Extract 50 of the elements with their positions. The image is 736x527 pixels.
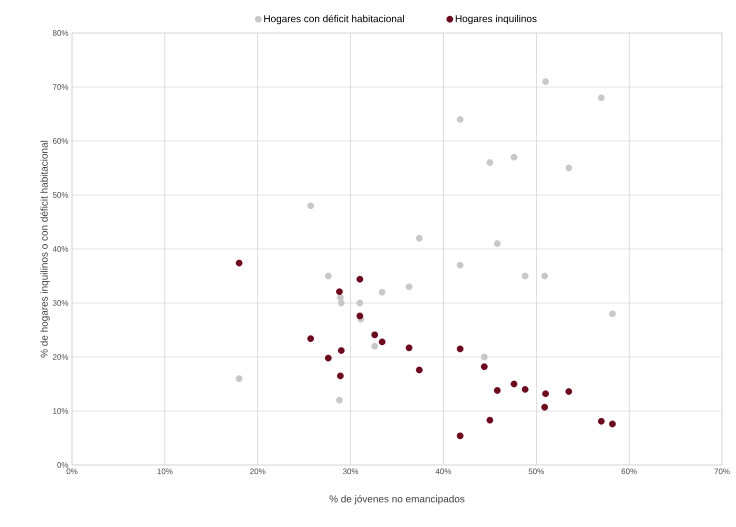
point	[598, 94, 605, 102]
point	[356, 276, 364, 283]
point	[494, 240, 501, 247]
point	[522, 386, 529, 393]
legend-label: Hogares con déficit habitacional	[264, 14, 404, 24]
point	[338, 300, 345, 306]
point	[356, 312, 364, 320]
point	[356, 300, 364, 306]
point	[542, 390, 549, 398]
point	[338, 347, 345, 354]
point	[609, 420, 616, 428]
y-axis-title: % de hogares inquilinos o con déficit habitacional	[40, 140, 50, 358]
point	[609, 310, 616, 318]
point	[456, 346, 464, 352]
point	[371, 331, 378, 338]
point	[510, 380, 518, 388]
point	[541, 404, 548, 411]
point	[336, 396, 343, 404]
point	[456, 432, 464, 440]
point	[565, 388, 572, 395]
point	[236, 260, 243, 266]
point	[336, 372, 344, 380]
point	[378, 338, 386, 346]
point	[565, 164, 572, 172]
legend-label: Hogares inquilinos	[456, 14, 537, 24]
point	[406, 344, 412, 352]
point	[456, 262, 464, 269]
point	[480, 363, 488, 370]
point	[378, 288, 386, 296]
point	[307, 335, 314, 342]
point	[522, 272, 529, 280]
point	[371, 342, 378, 350]
point	[480, 354, 488, 360]
point	[416, 234, 423, 242]
point	[324, 272, 332, 280]
point	[307, 202, 314, 210]
point	[236, 375, 243, 382]
point	[486, 416, 494, 424]
point	[416, 366, 423, 374]
point	[494, 387, 501, 394]
point	[456, 116, 464, 123]
point	[510, 154, 518, 161]
point	[324, 354, 332, 362]
point	[542, 78, 549, 85]
point	[406, 283, 412, 290]
point	[336, 288, 343, 296]
x-axis-title: % de jóvenes no emancipados	[330, 494, 464, 504]
point	[541, 272, 548, 280]
point	[486, 159, 494, 166]
point	[598, 418, 605, 425]
